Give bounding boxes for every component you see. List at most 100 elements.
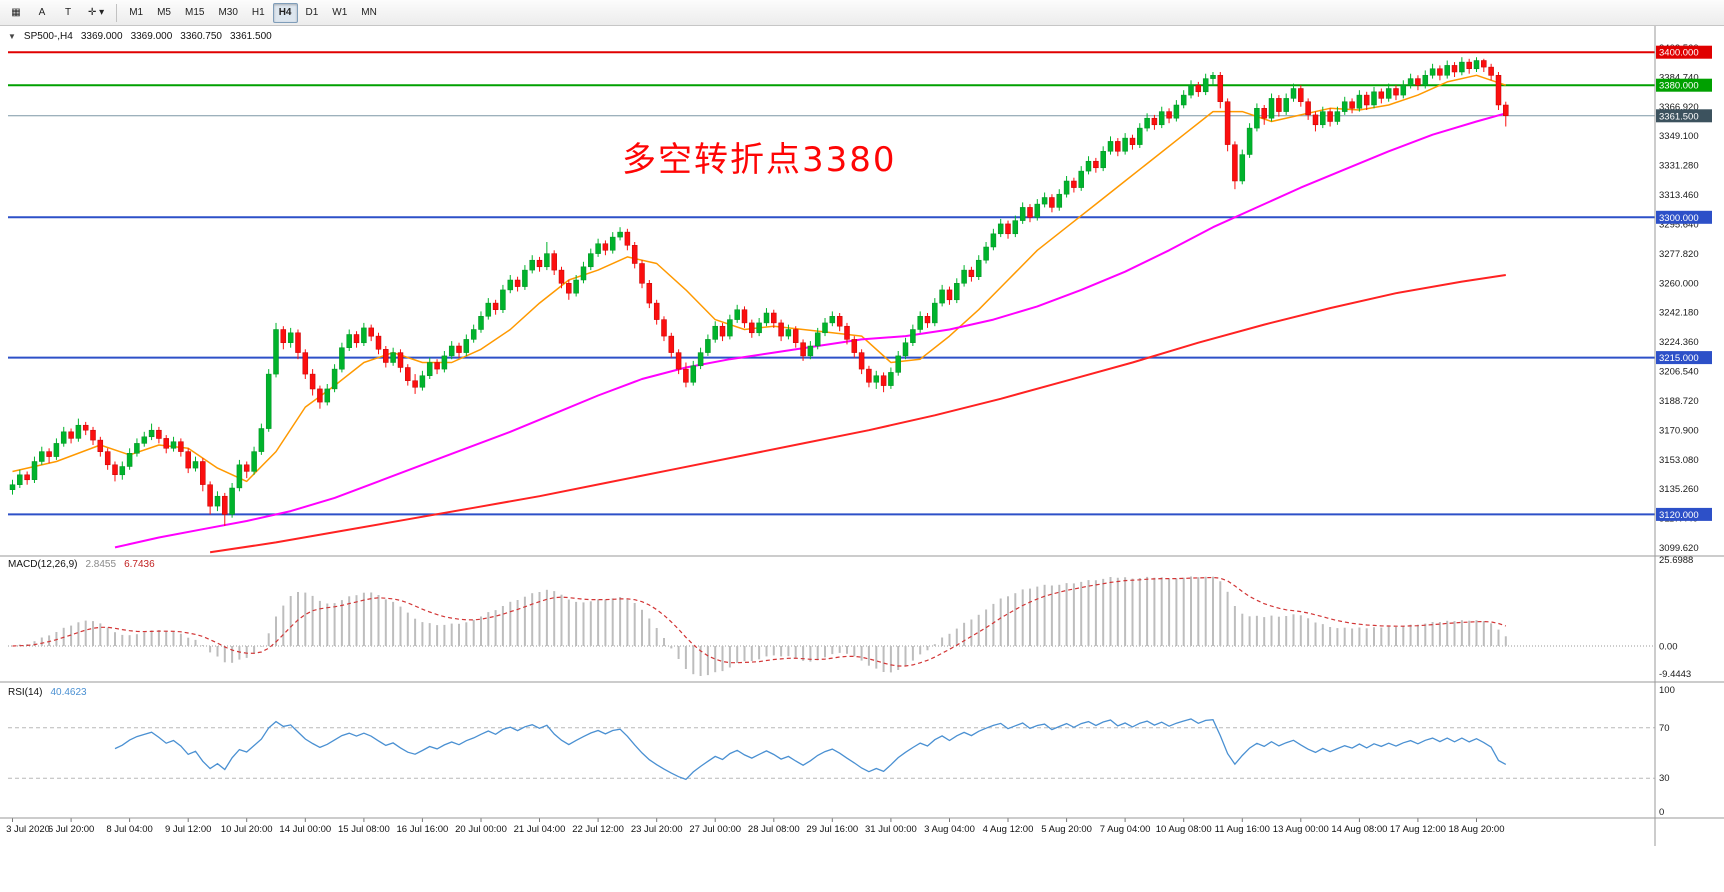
y-axis-label: 3099.620 [1659, 543, 1699, 554]
rsi-value: 40.4623 [50, 687, 87, 698]
price-badge [1656, 351, 1712, 365]
y-axis-label: 3242.180 [1659, 308, 1699, 319]
macd-title: MACD(12,26,9) [8, 559, 78, 570]
y-axis-label: 3313.460 [1659, 190, 1699, 201]
time-axis-label: 18 Aug 20:00 [1449, 824, 1505, 835]
macd-scale-label: 25.6988 [1659, 555, 1693, 566]
y-axis-label: 3277.820 [1659, 249, 1699, 260]
y-axis-label: 3384.740 [1659, 72, 1699, 83]
time-axis-label: 3 Jul 2020 [6, 824, 50, 835]
macd-scale-label: -9.4443 [1659, 669, 1691, 680]
price-badge [1656, 507, 1712, 521]
y-axis-label: 3170.900 [1659, 425, 1699, 436]
price-badge-label: 3380.000 [1659, 81, 1699, 92]
price-scale-area[interactable] [1656, 26, 1724, 846]
y-axis-label: 3224.360 [1659, 337, 1699, 348]
chart-stage: 3402.5603384.7403366.9203349.1003331.280… [0, 26, 1724, 892]
time-axis-label: 27 Jul 00:00 [689, 824, 741, 835]
time-axis-label: 14 Aug 08:00 [1331, 824, 1387, 835]
timeframe-m5[interactable]: M5 [151, 3, 177, 23]
y-axis-label: 3295.640 [1659, 220, 1699, 231]
rsi-scale-label: 70 [1659, 723, 1670, 734]
ohlc-open: 3369.000 [80, 31, 123, 42]
y-axis-label: 3260.000 [1659, 278, 1699, 289]
time-axis-label: 7 Aug 04:00 [1100, 824, 1151, 835]
macd-signal-value: 6.7436 [124, 559, 155, 570]
time-axis-label: 28 Jul 08:00 [748, 824, 800, 835]
toolbar: ▦ A T ✛ ▾ M1 M5 M15 M30 H1 H4 D1 W1 MN [0, 0, 1724, 26]
rsi-line [114, 718, 1507, 781]
chart-canvas[interactable]: 3402.5603384.7403366.9203349.1003331.280… [0, 26, 1724, 892]
macd-main-value: 2.8455 [85, 559, 117, 570]
time-axis-label: 11 Aug 16:00 [1215, 824, 1270, 835]
time-axis-label: 8 Jul 04:00 [106, 824, 152, 835]
price-badge-label: 3300.000 [1659, 213, 1699, 224]
toolbar-separator [116, 3, 118, 22]
time-axis-label: 31 Jul 00:00 [865, 824, 917, 835]
candlesticks [9, 57, 1509, 526]
windows-icon[interactable]: ▦ [4, 3, 28, 23]
symbol-header: ▼ SP500-,H4 3369.000 3369.000 3360.750 3… [8, 31, 272, 42]
macd-signal-line [12, 576, 1506, 667]
rsi-title: RSI(14) [8, 687, 43, 698]
time-axis-label: 5 Aug 20:00 [1041, 824, 1092, 835]
ma-slow-red [209, 274, 1506, 554]
timeframe-h1[interactable]: H1 [246, 3, 271, 23]
time-axis-label: 16 Jul 16:00 [397, 824, 449, 835]
price-badge-label: 3215.000 [1659, 353, 1699, 364]
y-axis-label: 3188.720 [1659, 396, 1699, 407]
price-badge [1656, 109, 1712, 123]
text-tool-button[interactable]: A [30, 3, 54, 23]
y-axis-label: 3153.080 [1659, 455, 1699, 466]
time-axis-label: 20 Jul 00:00 [455, 824, 507, 835]
time-axis-label: 6 Jul 20:00 [48, 824, 94, 835]
price-badge-label: 3120.000 [1659, 510, 1699, 521]
ohlc-high: 3369.000 [130, 31, 173, 42]
type-tool-button[interactable]: T [56, 3, 80, 23]
time-axis-label: 14 Jul 00:00 [279, 824, 331, 835]
time-axis-label: 17 Aug 12:00 [1390, 824, 1446, 835]
timeframe-d1[interactable]: D1 [300, 3, 325, 23]
timeframe-w1[interactable]: W1 [326, 3, 353, 23]
macd-pane [8, 576, 1655, 676]
price-level-lines [8, 51, 1655, 516]
ohlc-low: 3360.750 [180, 31, 222, 42]
time-axis-label: 4 Aug 12:00 [983, 824, 1034, 835]
rsi-pane [8, 718, 1655, 781]
y-axis-label: 3366.920 [1659, 102, 1699, 113]
macd-scale-label: 0.00 [1659, 642, 1678, 653]
timeframe-m15[interactable]: M15 [179, 3, 210, 23]
rsi-scale-label: 30 [1659, 773, 1670, 784]
timeframe-mn[interactable]: MN [355, 3, 383, 23]
time-axis-label: 10 Jul 20:00 [221, 824, 273, 835]
cursor-tool-button[interactable]: ✛ ▾ [82, 3, 110, 23]
timeframe-m1[interactable]: M1 [123, 3, 149, 23]
price-scale[interactable]: 3402.5603384.7403366.9203349.1003331.280… [1654, 26, 1724, 846]
time-axis-label: 23 Jul 20:00 [631, 824, 683, 835]
price-badge [1656, 78, 1712, 92]
collapse-chart-icon[interactable]: ▼ [8, 32, 16, 41]
time-axis-label: 10 Aug 08:00 [1156, 824, 1212, 835]
rsi-scale-label: 100 [1659, 685, 1675, 696]
timeframe-h4[interactable]: H4 [272, 2, 298, 23]
time-axis-label: 9 Jul 12:00 [165, 824, 211, 835]
time-axis-label: 15 Jul 08:00 [338, 824, 390, 835]
y-axis-label: 3135.260 [1659, 484, 1699, 495]
y-axis-label: 3331.280 [1659, 161, 1699, 172]
time-axis-label: 22 Jul 12:00 [572, 824, 624, 835]
time-axis-label: 21 Jul 04:00 [514, 824, 566, 835]
time-axis-label: 3 Aug 04:00 [924, 824, 975, 835]
ohlc-close: 3361.500 [230, 31, 272, 42]
macd-indicator-header: MACD(12,26,9) 2.8455 6.7436 [8, 559, 155, 570]
time-axis-label: 13 Aug 00:00 [1273, 824, 1329, 835]
time-axis-label: 29 Jul 16:00 [806, 824, 858, 835]
symbol-name: SP500-,H4 [23, 31, 73, 42]
timeframe-m30[interactable]: M30 [212, 3, 243, 23]
rsi-indicator-header: RSI(14) 40.4623 [8, 687, 87, 698]
price-badge-label: 3400.000 [1659, 48, 1699, 59]
price-badge [1656, 45, 1712, 59]
price-badge [1656, 210, 1712, 224]
y-axis-label: 3349.100 [1659, 131, 1699, 142]
